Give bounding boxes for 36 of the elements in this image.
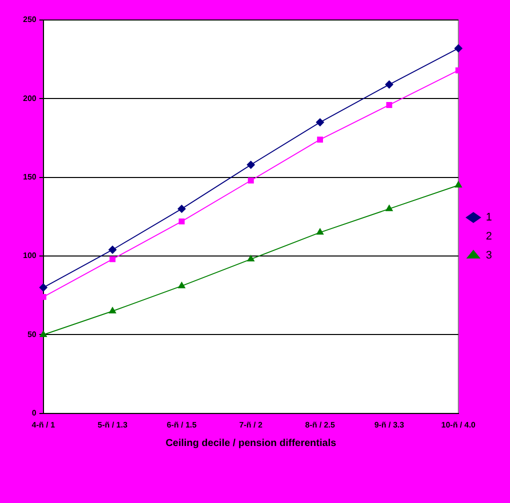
point xyxy=(178,204,186,213)
y-tick-label: 150 xyxy=(22,172,37,182)
y-tick-label: 100 xyxy=(22,251,37,260)
legend-label: 1 xyxy=(486,212,492,224)
point xyxy=(386,102,392,108)
point xyxy=(246,160,255,169)
point xyxy=(454,44,462,52)
x-tick-label: 10-ñ / 4.0 xyxy=(441,420,476,430)
point xyxy=(178,218,185,224)
x-tick-label: 4-ñ / 1 xyxy=(32,420,56,430)
point xyxy=(316,228,324,235)
x-tick-label: 8-ñ / 2.5 xyxy=(305,420,336,430)
x-axis-title: Ceiling decile / pension differentials xyxy=(166,438,337,449)
y-tick-label: 0 xyxy=(32,408,37,418)
x-tick-label: 5-ñ / 1.3 xyxy=(98,420,128,430)
x-tick-label: 7-ñ / 2 xyxy=(239,420,263,430)
point xyxy=(178,282,186,288)
point xyxy=(386,204,393,212)
point xyxy=(316,118,324,126)
point xyxy=(108,307,116,314)
point xyxy=(385,80,394,89)
point xyxy=(247,255,254,262)
x-tick-label: 9-ñ / 3.3 xyxy=(374,420,405,430)
y-tick-label: 50 xyxy=(27,330,37,339)
text: 2 xyxy=(486,230,492,243)
point xyxy=(108,246,117,254)
x-tick-label: 6-ñ / 1.5 xyxy=(166,420,198,430)
point xyxy=(110,256,116,262)
y-tick-label: 250 xyxy=(22,15,37,24)
point xyxy=(248,178,254,184)
point xyxy=(39,284,48,292)
y-tick-label: 200 xyxy=(22,94,37,103)
point xyxy=(317,136,324,143)
point xyxy=(40,330,47,337)
point xyxy=(454,181,462,188)
legend-label: 3 xyxy=(486,250,492,262)
